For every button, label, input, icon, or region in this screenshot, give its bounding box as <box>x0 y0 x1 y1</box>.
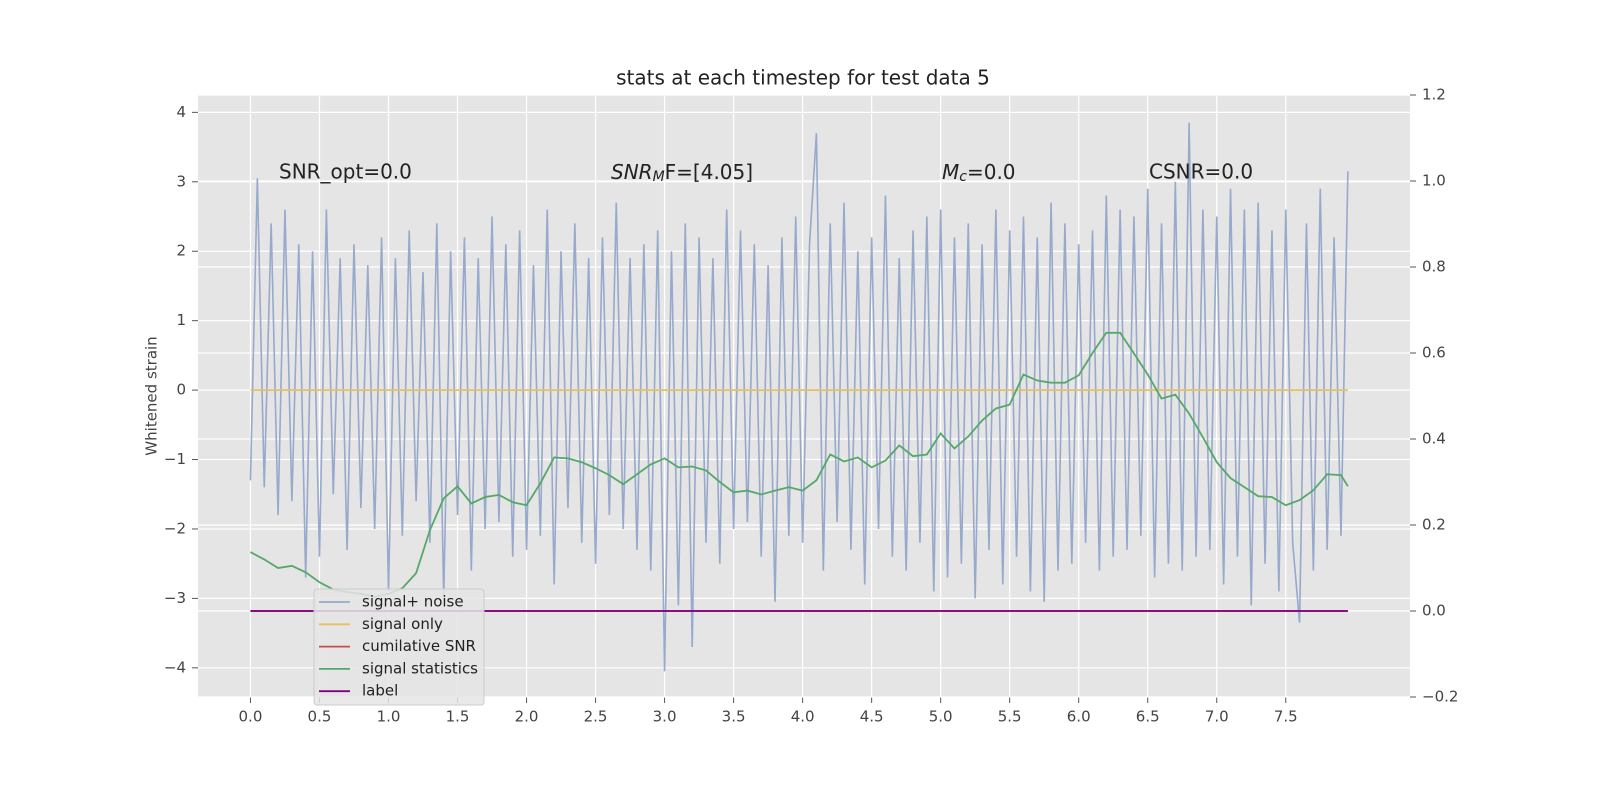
legend-label: cumilative SNR <box>362 637 476 655</box>
x-tick-label: 3.5 <box>722 708 746 726</box>
x-tick-label: 4.5 <box>860 708 884 726</box>
x-tick-label: 5.5 <box>998 708 1022 726</box>
x-tick-label: 0.0 <box>239 708 263 726</box>
series-line <box>249 122 1349 672</box>
y2-tick-label: 1.2 <box>1422 86 1446 104</box>
y-tick-label: −2 <box>164 519 186 537</box>
annotation: SNR_opt=0.0 <box>279 160 412 184</box>
y2-tick-label: 0.2 <box>1422 516 1446 534</box>
chart-title: stats at each timestep for test data 5 <box>616 66 990 90</box>
x-tick-label: 1.0 <box>377 708 401 726</box>
y2-tick-label: 0.4 <box>1422 430 1446 448</box>
y-tick-label: −4 <box>164 658 186 676</box>
x-tick-label: 7.0 <box>1205 708 1229 726</box>
annotation: SNRMF=[4.05] <box>611 160 753 186</box>
y-tick-label: 2 <box>176 242 186 260</box>
annotation-part: F=[4.05] <box>665 160 753 184</box>
x-tick-label: 2.0 <box>515 708 539 726</box>
y-tick-label: −3 <box>164 589 186 607</box>
x-tick-label: 6.5 <box>1136 708 1160 726</box>
x-tick-label: 0.5 <box>308 708 332 726</box>
legend-label: label <box>362 682 398 700</box>
x-tick-label: 1.5 <box>446 708 470 726</box>
annotation-part: M <box>942 160 959 184</box>
y2-tick-label: 0.8 <box>1422 258 1446 276</box>
y-tick-label: 4 <box>176 103 186 121</box>
x-tick-label: 5.0 <box>929 708 953 726</box>
y2-tick-label: 0.0 <box>1422 602 1446 620</box>
y2-tick-label: −0.2 <box>1422 688 1458 706</box>
series-line <box>250 331 1349 598</box>
x-tick-label: 3.0 <box>653 708 677 726</box>
y2-tick-label: 1.0 <box>1422 172 1446 190</box>
y-tick-label: −1 <box>164 450 186 468</box>
x-tick-label: 6.0 <box>1067 708 1091 726</box>
y-axis-label: Whitened strain <box>143 336 161 455</box>
y-tick-label: 0 <box>176 381 186 399</box>
legend-label: signal+ noise <box>362 593 464 611</box>
annotation: Mc=0.0 <box>942 160 1016 186</box>
x-tick-label: 4.0 <box>791 708 815 726</box>
y-tick-label: 1 <box>176 311 186 329</box>
legend-label: signal only <box>362 615 443 633</box>
x-tick-label: 2.5 <box>584 708 608 726</box>
legend <box>313 588 485 706</box>
annotation-part: =0.0 <box>967 160 1016 184</box>
y2-tick-label: 0.6 <box>1422 344 1446 362</box>
annotation: CSNR=0.0 <box>1149 160 1253 184</box>
annotation-part: SNR <box>611 160 653 184</box>
annotation-part: M <box>653 169 665 185</box>
annotation-part: c <box>959 169 967 185</box>
x-tick-label: 7.5 <box>1274 708 1298 726</box>
y-tick-label: 3 <box>176 172 186 190</box>
legend-label: signal statistics <box>362 659 478 677</box>
